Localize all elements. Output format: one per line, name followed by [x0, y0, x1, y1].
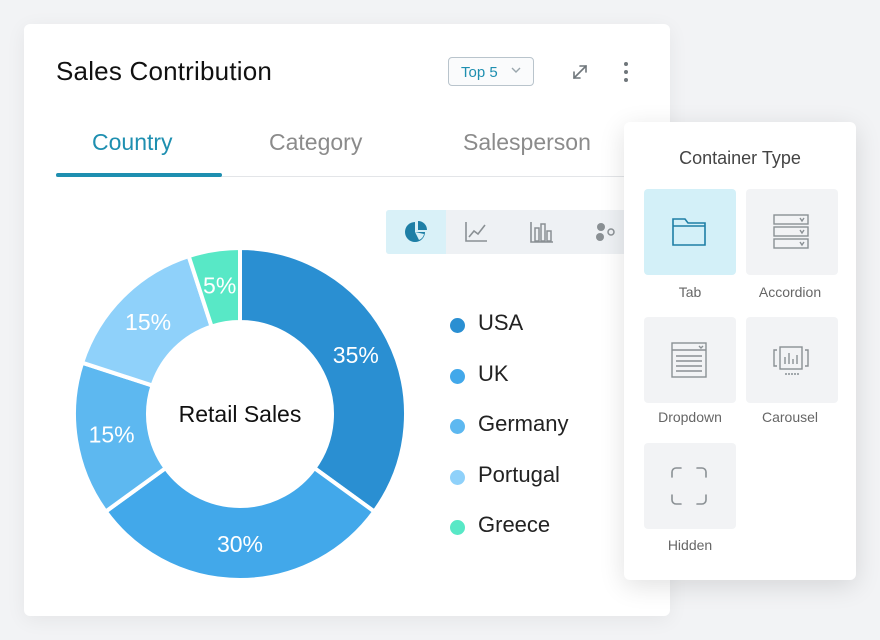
donut-slice-label: 15%: [125, 309, 171, 335]
container-option-label: Dropdown: [658, 409, 722, 425]
donut-slice-label: 30%: [217, 531, 263, 557]
donut-slice-greece[interactable]: [186, 246, 242, 330]
pie-chart-icon: [405, 221, 427, 242]
legend-label: UK: [478, 360, 509, 386]
pie-chart-button[interactable]: [386, 210, 446, 254]
dropdown-icon: [671, 342, 707, 378]
legend-label: USA: [478, 310, 524, 335]
sales-contribution-card: Sales Contribution Top 5 Country Categor…: [24, 24, 686, 616]
tab-category[interactable]: Category: [269, 129, 363, 155]
legend-dot: [450, 318, 465, 333]
hidden-frame-icon: [671, 467, 707, 505]
top-n-select-value: Top 5: [461, 64, 498, 81]
legend-dot: [450, 419, 465, 434]
expand-icon[interactable]: [570, 62, 590, 82]
donut-slice-label: 35%: [333, 342, 379, 368]
legend-label: Portugal: [478, 461, 560, 487]
tab-folder-icon: [672, 218, 706, 246]
legend-label: Germany: [478, 411, 569, 436]
container-option-label: Hidden: [667, 537, 713, 553]
donut-chart: 35% 30% 15% 15% 5% Retail Sales: [72, 246, 408, 582]
scatter-chart-button[interactable]: [576, 210, 636, 254]
legend-dot: [450, 368, 465, 384]
container-type-popover: Container Type Tab Accordion: [624, 122, 856, 580]
tab-country[interactable]: Country: [92, 129, 173, 155]
popover-title: Container Type: [679, 148, 801, 168]
scatter-chart-icon: [596, 223, 615, 241]
tabs-bar: Country Category Salesperson: [56, 119, 670, 179]
container-option-label: Accordion: [758, 284, 822, 300]
legend-label: Greece: [478, 512, 551, 537]
container-option-dropdown[interactable]: [644, 317, 736, 403]
card-title: Sales Contribution: [56, 56, 273, 86]
container-option-accordion[interactable]: [746, 189, 838, 275]
bar-chart-button[interactable]: [512, 210, 572, 254]
donut-center-label: Retail Sales: [179, 401, 302, 427]
container-option-label: Carousel: [761, 409, 819, 425]
legend-dot: [450, 520, 465, 535]
top-n-select[interactable]: Top 5: [448, 57, 534, 86]
more-options-icon[interactable]: [616, 60, 636, 84]
container-option-carousel[interactable]: [746, 317, 838, 403]
carousel-icon: [773, 346, 809, 375]
legend-dot: [450, 469, 465, 485]
tabs-divider: [56, 176, 670, 177]
donut-slice-usa[interactable]: [238, 246, 408, 515]
donut-slice-label: 5%: [203, 273, 236, 299]
container-option-label: Tab: [678, 284, 702, 300]
container-option-tab[interactable]: [644, 189, 736, 275]
donut-slice-label: 15%: [89, 421, 135, 447]
line-chart-icon: [465, 222, 487, 242]
bar-chart-icon: [530, 222, 553, 243]
line-chart-button[interactable]: [446, 210, 506, 254]
tab-salesperson[interactable]: Salesperson: [463, 129, 591, 155]
container-option-hidden[interactable]: [644, 443, 736, 529]
donut-slice-uk[interactable]: [102, 465, 378, 582]
accordion-icon: [773, 214, 809, 249]
chevron-down-icon: [511, 67, 521, 73]
active-tab-indicator: [56, 173, 222, 177]
